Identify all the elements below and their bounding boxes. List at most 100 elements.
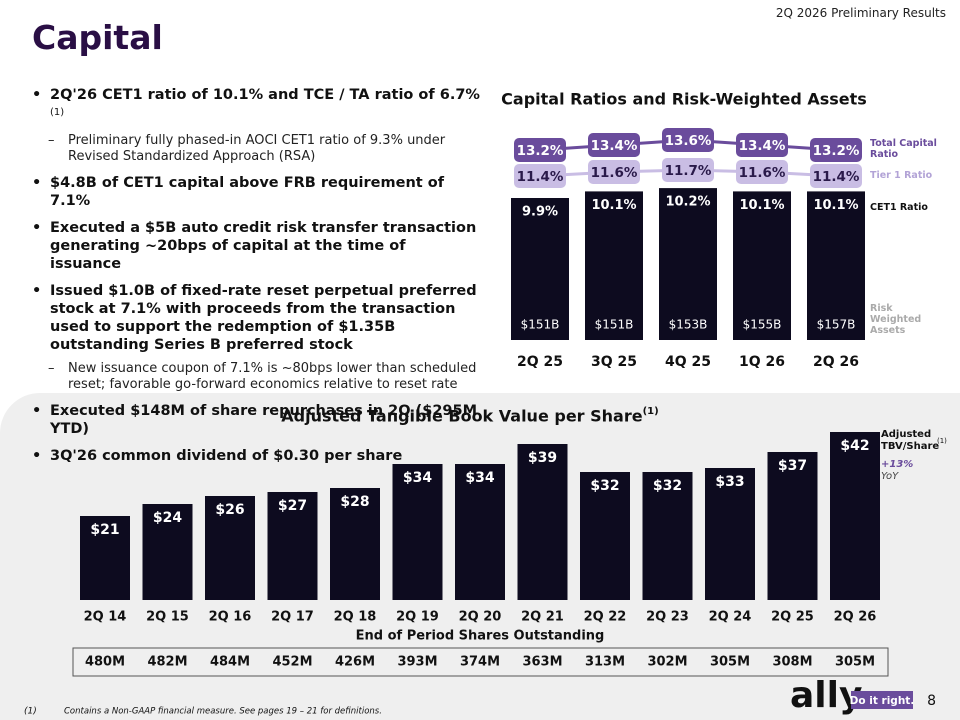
legend-line: Assets bbox=[870, 325, 906, 336]
bar bbox=[767, 452, 818, 600]
bar-label: $33 bbox=[715, 474, 744, 490]
bar bbox=[330, 488, 380, 600]
slide-title: Capital bbox=[32, 18, 163, 57]
bar bbox=[80, 516, 130, 600]
x-tick-label: 2Q 25 bbox=[517, 354, 563, 370]
bullet-marker: • bbox=[32, 219, 42, 236]
bar bbox=[830, 432, 880, 600]
point-box bbox=[810, 164, 862, 188]
point-label: 11.6% bbox=[591, 165, 638, 181]
chart-title: Capital Ratios and Risk-Weighted Assets bbox=[501, 90, 867, 109]
x-tick-label: 4Q 25 bbox=[665, 354, 711, 370]
bar-label: 10.1% bbox=[813, 198, 858, 213]
bullet-text: Issued $1.0B of fixed-rate reset perpetu… bbox=[50, 282, 477, 353]
bullet-marker: • bbox=[32, 447, 42, 464]
rwa-label: $151B bbox=[595, 318, 634, 332]
legend-label: Adjusted TBV/Share bbox=[881, 429, 939, 452]
point-label: 11.7% bbox=[665, 163, 712, 179]
point-box bbox=[662, 158, 714, 182]
footnote-ref: (1) bbox=[50, 107, 65, 118]
tagline-bg bbox=[851, 691, 913, 709]
point-box bbox=[588, 133, 640, 157]
shares-box bbox=[72, 647, 889, 677]
x-tick-label: 2Q 25 bbox=[771, 610, 814, 625]
bullet-text: Executed a $5B auto credit risk transfer… bbox=[50, 219, 477, 272]
bar bbox=[705, 468, 755, 600]
legend-line: CET1 Ratio bbox=[870, 202, 928, 213]
bar-label: $24 bbox=[153, 510, 182, 526]
bar bbox=[585, 191, 643, 340]
bar-label: $28 bbox=[340, 494, 369, 510]
bar-label: $39 bbox=[528, 450, 557, 466]
bullet-text: Preliminary fully phased-in AOCI CET1 ra… bbox=[68, 132, 446, 164]
bar-label: 10.1% bbox=[591, 198, 636, 213]
point-label: 13.6% bbox=[665, 133, 712, 149]
shares-value: 308M bbox=[772, 655, 812, 670]
legend-note: (1) bbox=[937, 437, 947, 445]
x-tick-label: 2Q 20 bbox=[459, 610, 502, 625]
point-label: 13.2% bbox=[517, 143, 564, 159]
bullet-marker: • bbox=[32, 87, 42, 103]
bullet-text: $4.8B of CET1 capital above FRB requirem… bbox=[50, 174, 445, 209]
point-label: 13.4% bbox=[591, 138, 638, 154]
x-tick-label: 2Q 23 bbox=[646, 610, 689, 625]
bar-label: $26 bbox=[215, 502, 244, 518]
bullet-marker: • bbox=[32, 282, 42, 299]
rwa-label: $155B bbox=[743, 318, 782, 332]
legend-line: Total Capital bbox=[870, 138, 937, 149]
x-tick-label: 2Q 14 bbox=[84, 610, 127, 625]
shares-value: 452M bbox=[272, 655, 312, 670]
bullet: • Executed a $5B auto credit risk transfe… bbox=[30, 219, 480, 273]
point-box bbox=[810, 138, 862, 162]
x-axis-title: End of Period Shares Outstanding bbox=[356, 629, 605, 644]
shares-value: 393M bbox=[397, 655, 437, 670]
legend-line: Ratio bbox=[870, 149, 899, 160]
footnote: Contains a Non-GAAP financial measure. S… bbox=[64, 707, 382, 717]
x-tick-label: 2Q 17 bbox=[271, 610, 314, 625]
growth-label: YoY bbox=[881, 471, 899, 482]
bar bbox=[807, 191, 865, 340]
bar-label: 10.2% bbox=[665, 195, 710, 210]
bullet: • Issued $1.0B of fixed-rate reset perpet… bbox=[30, 282, 480, 354]
bullet-text: 3Q'26 common dividend of $0.30 per share bbox=[50, 447, 403, 464]
bullet-text: 2Q'26 CET1 ratio of 10.1% and TCE / TA r… bbox=[50, 87, 480, 103]
x-tick-label: 2Q 15 bbox=[146, 610, 189, 625]
point-label: 13.2% bbox=[813, 143, 860, 159]
legend-line: Tier 1 Ratio bbox=[870, 170, 933, 181]
bullet-text: Executed $148M of share repurchases in 2… bbox=[50, 402, 478, 437]
point-box bbox=[736, 160, 788, 184]
x-tick-label: 2Q 18 bbox=[334, 610, 377, 625]
x-tick-label: 2Q 21 bbox=[521, 610, 564, 625]
point-box bbox=[662, 128, 714, 152]
rwa-label: $157B bbox=[817, 318, 856, 332]
legend-label: CET1 Ratio bbox=[870, 202, 928, 213]
bullet-marker: – bbox=[48, 360, 55, 376]
bar-label: $34 bbox=[403, 470, 432, 486]
bar bbox=[267, 492, 318, 600]
x-tick-label: 1Q 26 bbox=[739, 354, 785, 370]
legend-label: Risk Weighted Assets bbox=[870, 303, 921, 336]
bullet: – New issuance coupon of 7.1% is ~80bps l… bbox=[30, 361, 480, 393]
point-box bbox=[514, 164, 566, 188]
point-label: 11.4% bbox=[517, 169, 564, 185]
tagline: Do it right. bbox=[850, 695, 915, 707]
bar bbox=[392, 464, 443, 600]
page-number: 8 bbox=[927, 693, 936, 709]
x-tick-label: 2Q 16 bbox=[209, 610, 252, 625]
bullet: • Executed $148M of share repurchases in … bbox=[30, 402, 480, 438]
bullet: • 3Q'26 common dividend of $0.30 per shar… bbox=[30, 447, 480, 465]
chart-title: Adjusted Tangible Book Value per Share(1… bbox=[281, 406, 658, 426]
growth: +13% bbox=[881, 459, 913, 470]
x-tick-label: 2Q 24 bbox=[709, 610, 752, 625]
shares-value: 305M bbox=[835, 655, 875, 670]
rwa-label: $151B bbox=[521, 318, 560, 332]
bar-label: $34 bbox=[465, 470, 494, 486]
shares-value: 482M bbox=[147, 655, 187, 670]
x-tick-label: 2Q 19 bbox=[396, 610, 439, 625]
bullet-marker: • bbox=[32, 174, 42, 191]
bar bbox=[580, 472, 630, 600]
bar-label: $32 bbox=[653, 478, 682, 494]
shares-value: 426M bbox=[335, 655, 375, 670]
bar bbox=[142, 504, 193, 600]
